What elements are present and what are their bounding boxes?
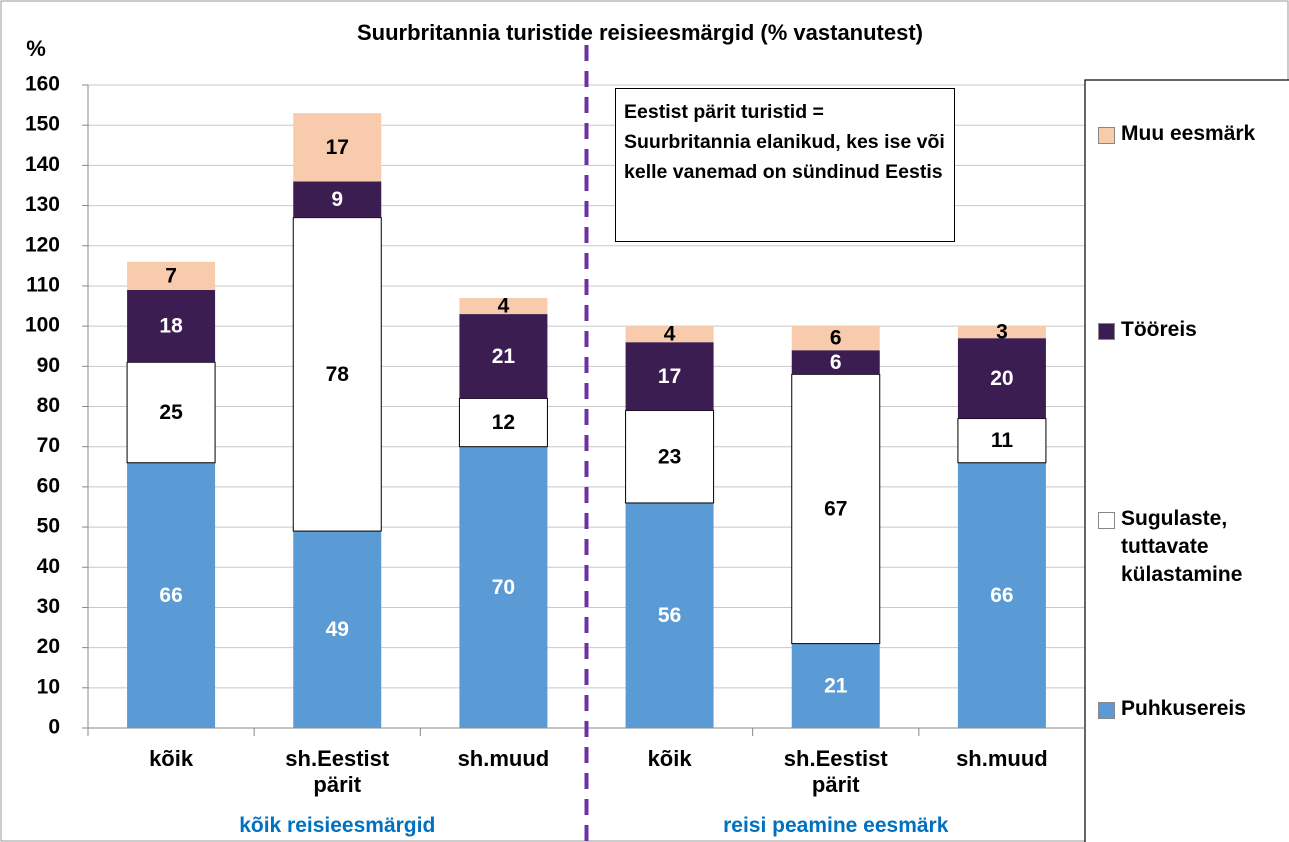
x-tick-label: sh.muud: [956, 746, 1048, 771]
bar-segment: [293, 181, 382, 218]
y-tick-label: 100: [25, 314, 60, 337]
bar-segment: [957, 418, 1047, 464]
bar-segment: [957, 338, 1046, 419]
y-tick-label: 110: [26, 273, 60, 296]
legend-item: Tööreis: [1098, 316, 1288, 344]
bar-segment: [791, 350, 880, 375]
legend-box: [1084, 79, 1289, 842]
bar-segment: [127, 261, 216, 290]
legend-swatch: [1098, 127, 1115, 144]
data-label: 12: [492, 411, 515, 434]
bar-segment: [625, 502, 714, 728]
y-axis-label: %: [26, 36, 46, 61]
y-tick-label: 10: [37, 675, 60, 698]
y-tick-label: 60: [37, 474, 60, 497]
bar-segment: [625, 342, 714, 411]
data-label: 3: [996, 321, 1008, 344]
bar-segment: [458, 397, 548, 448]
bar-segment: [127, 289, 216, 363]
legend-swatch: [1098, 512, 1115, 529]
data-label: 25: [159, 401, 183, 424]
data-label: 66: [990, 584, 1013, 607]
x-tick-label: sh.Eestist pärit: [285, 746, 390, 797]
y-tick-label: 70: [37, 434, 60, 457]
bar-segment: [625, 326, 714, 343]
bar-segment: [459, 446, 548, 728]
y-tick-label: 30: [37, 595, 60, 618]
data-label: 21: [492, 345, 516, 368]
data-label: 67: [824, 498, 847, 521]
legend-label: Muu eesmärk: [1121, 122, 1256, 145]
data-label: 78: [326, 363, 350, 386]
data-label: 17: [326, 136, 349, 159]
data-label: 11: [991, 429, 1014, 452]
y-tick-label: 50: [37, 515, 60, 538]
legend-swatch: [1098, 702, 1115, 719]
x-tick-label: kõik: [149, 746, 194, 771]
bar-segment: [791, 326, 880, 351]
x-tick-label: sh.Eestist pärit: [783, 746, 888, 797]
y-tick-label: 120: [25, 233, 60, 256]
y-tick-label: 80: [37, 394, 60, 417]
chart-title: Suurbritannia turistide reisieesmärgid (…: [357, 20, 923, 45]
data-label: 18: [159, 315, 183, 338]
bar-segment: [625, 410, 715, 504]
x-tick-label: kõik: [647, 746, 692, 771]
y-tick-label: 130: [25, 193, 60, 216]
bar-segment: [293, 531, 382, 728]
data-label: 4: [664, 323, 676, 346]
data-label: 4: [498, 295, 510, 318]
legend-item: Sugulaste, tuttavate külastamine: [1098, 505, 1288, 589]
legend-label: Puhkusereis: [1121, 697, 1246, 720]
legend-label: Sugulaste, tuttavate külastamine: [1121, 507, 1243, 586]
bar-segment: [791, 643, 880, 728]
y-tick-label: 20: [37, 635, 60, 658]
data-label: 17: [658, 365, 681, 388]
y-tick-label: 40: [37, 555, 60, 578]
data-label: 21: [824, 674, 848, 697]
legend-item: Puhkusereis: [1098, 695, 1288, 723]
y-tick-label: 0: [48, 716, 60, 739]
annotation: Eestist pärit turistid = Suurbritannia e…: [615, 88, 955, 242]
bar-segment: [126, 361, 216, 464]
bar-segment: [127, 462, 216, 728]
legend-item: Muu eesmärk: [1098, 120, 1288, 148]
data-label: 49: [326, 618, 349, 641]
bar-segment: [293, 113, 382, 182]
bar-segment: [957, 326, 1046, 339]
data-label: 6: [830, 351, 842, 374]
bar-segment: [459, 297, 548, 315]
bar-segment: [292, 217, 382, 532]
legend-label: Tööreis: [1121, 318, 1197, 341]
data-label: 70: [492, 576, 515, 599]
bar-segment: [957, 462, 1046, 728]
group-label: reisi peamine eesmärk: [723, 814, 949, 837]
bar-segment: [459, 314, 548, 399]
y-tick-label: 160: [25, 73, 60, 96]
data-label: 66: [159, 584, 182, 607]
data-label: 20: [990, 367, 1013, 390]
data-label: 9: [331, 188, 343, 211]
bar-segment: [791, 373, 881, 645]
data-label: 6: [830, 327, 842, 350]
y-tick-label: 150: [25, 113, 60, 136]
data-label: 56: [658, 604, 681, 627]
data-label: 23: [658, 445, 681, 468]
legend-swatch: [1098, 323, 1115, 340]
y-tick-label: 90: [37, 354, 60, 377]
group-label: kõik reisieesmärgid: [239, 814, 436, 837]
x-tick-label: sh.muud: [457, 746, 550, 771]
data-label: 7: [165, 264, 177, 287]
y-tick-label: 140: [25, 153, 60, 176]
